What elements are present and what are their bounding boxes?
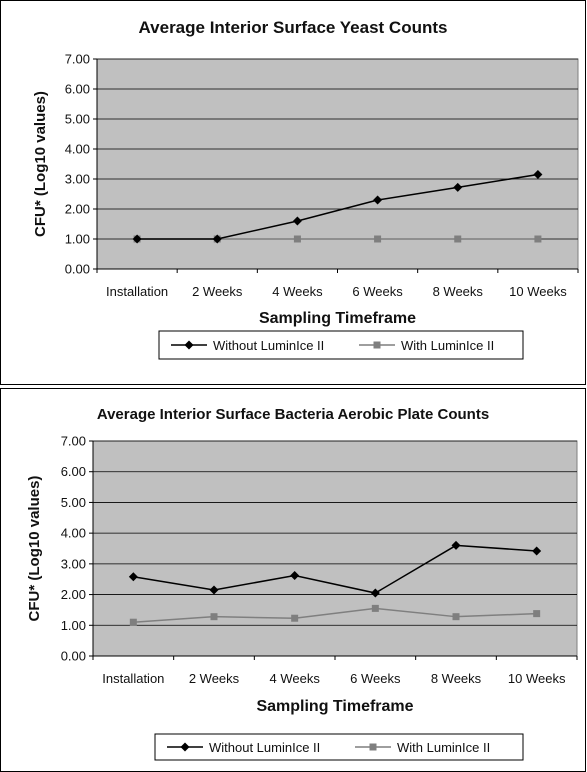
x-tick-label: 4 Weeks — [269, 671, 320, 686]
y-tick-label: 2.00 — [65, 202, 90, 217]
y-tick-label: 1.00 — [65, 232, 90, 247]
series-line — [137, 173, 539, 240]
data-point — [532, 546, 542, 556]
data-point — [132, 234, 142, 244]
data-point — [128, 572, 138, 582]
y-tick-label: 7.00 — [65, 52, 90, 67]
x-tick-label: 6 Weeks — [350, 671, 401, 686]
y-tick-label: 1.00 — [61, 618, 86, 633]
data-point — [454, 235, 462, 243]
legend-marker — [373, 341, 381, 349]
x-tick-label: 10 Weeks — [509, 284, 567, 299]
data-point — [374, 235, 382, 243]
data-point — [452, 613, 460, 621]
x-tick-label: Installation — [106, 284, 168, 299]
plot-area — [96, 58, 579, 270]
x-tick-label: 10 Weeks — [508, 671, 566, 686]
data-point — [534, 235, 542, 243]
bacteria-chart: Average Interior Surface Bacteria Aerobi… — [26, 406, 578, 761]
x-tick-label: 2 Weeks — [192, 284, 243, 299]
data-point — [453, 182, 463, 192]
y-tick-label: 3.00 — [61, 556, 86, 571]
data-point — [373, 195, 383, 205]
x-tick-label: 4 Weeks — [272, 284, 323, 299]
legend-marker — [184, 340, 194, 350]
x-tick-label: 8 Weeks — [433, 284, 484, 299]
chart-title: Average Interior Surface Yeast Counts — [139, 18, 448, 37]
data-point — [290, 571, 300, 581]
x-tick-label: 2 Weeks — [189, 671, 240, 686]
data-point — [292, 216, 302, 226]
yeast-chart: Average Interior Surface Yeast Counts 0.0… — [32, 18, 579, 360]
data-point — [371, 604, 379, 612]
y-tick-label: 6.00 — [65, 82, 90, 97]
legend-marker — [369, 743, 377, 751]
data-point — [533, 610, 541, 618]
y-tick-label: 5.00 — [61, 495, 86, 510]
y-tick-label: 0.00 — [65, 262, 90, 277]
data-point — [293, 235, 301, 243]
bacteria-chart-panel: Average Interior Surface Bacteria Aerobi… — [0, 388, 586, 772]
y-tick-label: 4.00 — [65, 142, 90, 157]
x-axis-label: Sampling Timeframe — [259, 310, 416, 327]
y-axis-label: CFU* (Log10 values) — [26, 476, 43, 622]
data-point — [210, 613, 218, 621]
yeast-chart-panel: Average Interior Surface Yeast Counts 0.0… — [0, 0, 586, 385]
x-axis-label: Sampling Timeframe — [256, 698, 413, 715]
y-tick-label: 7.00 — [61, 434, 86, 449]
x-tick-label: Installation — [102, 671, 164, 686]
legend-marker — [180, 742, 190, 752]
x-tick-label: 8 Weeks — [431, 671, 482, 686]
chart-title: Average Interior Surface Bacteria Aerobi… — [97, 406, 489, 423]
x-tick-label: 6 Weeks — [352, 284, 403, 299]
data-point — [370, 588, 380, 598]
y-axis-label: CFU* (Log10 values) — [32, 91, 49, 237]
data-point — [209, 585, 219, 595]
series-line — [133, 544, 537, 594]
data-point — [291, 614, 299, 622]
y-tick-label: 3.00 — [65, 172, 90, 187]
data-point — [212, 234, 222, 244]
data-point — [533, 170, 543, 179]
y-tick-label: 5.00 — [65, 112, 90, 127]
y-tick-label: 2.00 — [61, 587, 86, 602]
legend-label: Without LuminIce II — [209, 740, 320, 755]
legend-label: Without LuminIce II — [213, 338, 324, 353]
y-tick-label: 6.00 — [61, 464, 86, 479]
data-point — [129, 618, 137, 626]
series-line — [133, 607, 537, 623]
legend-box — [154, 733, 524, 761]
y-tick-label: 4.00 — [61, 526, 86, 541]
y-tick-label: 0.00 — [61, 649, 86, 664]
legend-label: With LuminIce II — [397, 740, 490, 755]
data-point — [451, 540, 461, 550]
legend-label: With LuminIce II — [401, 338, 494, 353]
legend-box — [158, 330, 524, 360]
